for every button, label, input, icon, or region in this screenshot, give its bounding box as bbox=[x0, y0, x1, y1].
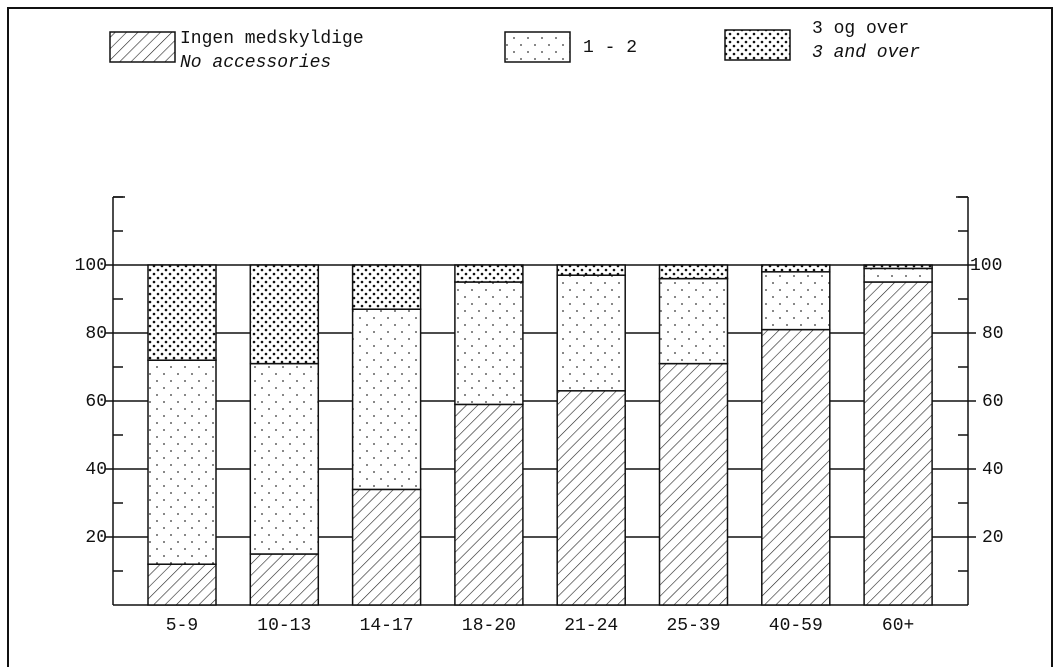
legend-swatch bbox=[724, 29, 791, 61]
x-tick-label: 5-9 bbox=[166, 616, 198, 636]
legend-swatch bbox=[109, 31, 176, 63]
bar-segment bbox=[556, 390, 626, 606]
bar-segment bbox=[556, 264, 626, 276]
bar-segment bbox=[249, 553, 320, 606]
bar-segment bbox=[249, 362, 320, 555]
y-tick-label: 20 bbox=[85, 528, 107, 548]
y-tick-label: 60 bbox=[85, 392, 107, 412]
bar-segment bbox=[761, 264, 831, 273]
bar-segment bbox=[761, 271, 831, 331]
bar-segment bbox=[454, 403, 524, 606]
legend-label: 1 - 2 bbox=[583, 38, 637, 58]
x-tick-label: 18-20 bbox=[462, 616, 516, 636]
bar-segment bbox=[863, 264, 933, 270]
bar-segment bbox=[147, 359, 217, 565]
y-tick-label-right: 80 bbox=[982, 324, 1004, 344]
legend-label: 3 og over bbox=[812, 19, 909, 39]
x-tick-label: 10-13 bbox=[257, 616, 311, 636]
bar-segment bbox=[147, 264, 217, 361]
bar-segment bbox=[147, 563, 217, 606]
legend-label: Ingen medskyldige bbox=[180, 29, 364, 49]
bar-segment bbox=[556, 274, 626, 392]
y-tick-label-right: 20 bbox=[982, 528, 1004, 548]
legend-label-en: No accessories bbox=[180, 53, 331, 73]
y-tick-label: 80 bbox=[85, 324, 107, 344]
x-tick-label: 25-39 bbox=[666, 616, 720, 636]
y-tick-label-right: 40 bbox=[982, 460, 1004, 480]
bar-segment bbox=[761, 328, 831, 606]
x-tick-label: 14-17 bbox=[360, 616, 414, 636]
x-tick-label: 60+ bbox=[882, 616, 914, 636]
y-tick-label-right: 60 bbox=[982, 392, 1004, 412]
x-tick-label: 40-59 bbox=[769, 616, 823, 636]
bar-segment bbox=[351, 488, 422, 606]
bar-segment bbox=[863, 281, 933, 606]
y-tick-label: 100 bbox=[75, 256, 107, 276]
bar-segment bbox=[249, 264, 320, 365]
bar-segment bbox=[454, 264, 524, 283]
y-tick-label-right: 100 bbox=[970, 256, 1002, 276]
frame bbox=[7, 7, 1053, 667]
legend-swatch bbox=[504, 31, 571, 63]
bar-segment bbox=[454, 281, 524, 406]
bar-segment bbox=[863, 267, 933, 283]
bar-segment bbox=[351, 308, 422, 491]
x-tick-label: 21-24 bbox=[564, 616, 618, 636]
bar-segment bbox=[658, 362, 729, 606]
y-tick-label: 40 bbox=[85, 460, 107, 480]
bar-segment bbox=[351, 264, 422, 310]
legend-label-en: 3 and over bbox=[812, 43, 920, 63]
bar-segment bbox=[658, 264, 729, 280]
bar-segment bbox=[658, 277, 729, 365]
